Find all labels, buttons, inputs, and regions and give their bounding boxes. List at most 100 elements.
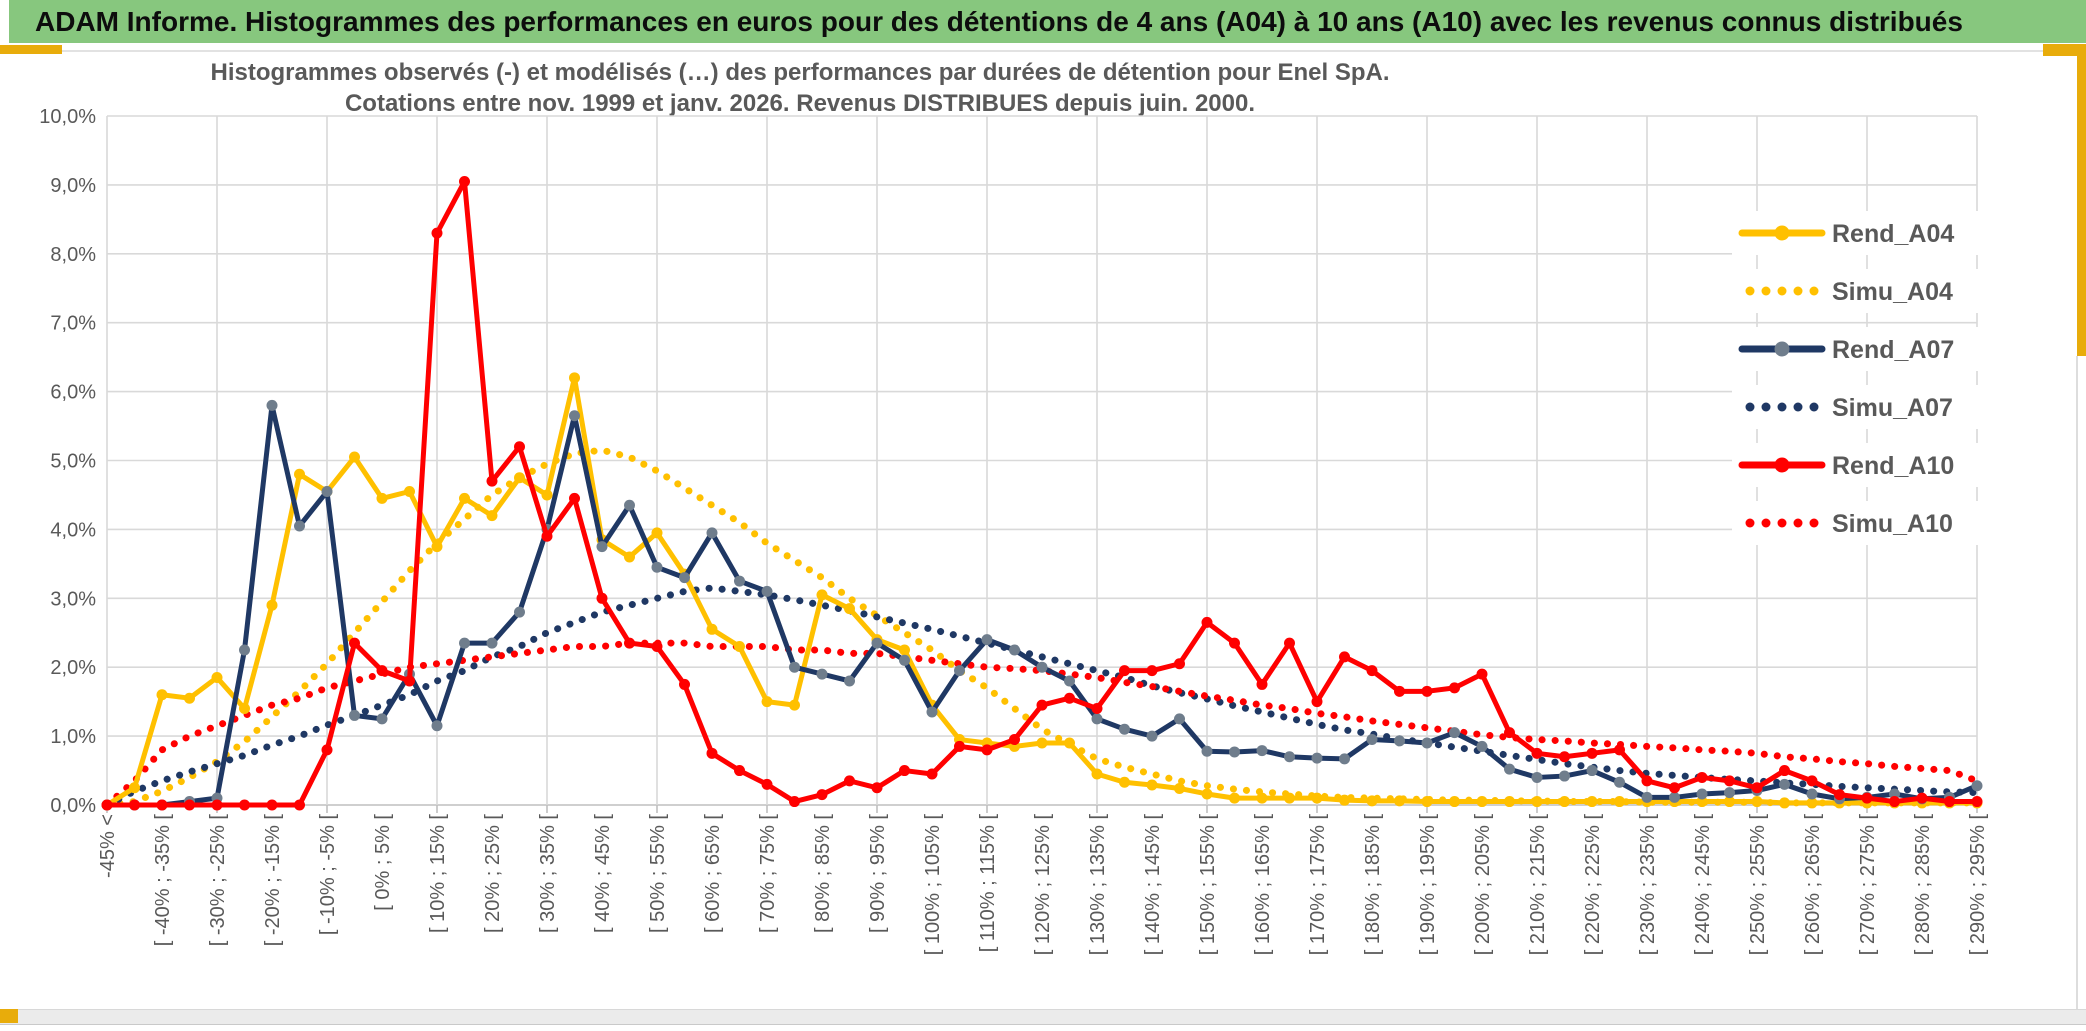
data-point-marker (1889, 788, 1900, 800)
data-point-marker (211, 799, 223, 811)
data-point-marker (404, 675, 415, 687)
data-point-marker (1724, 787, 1735, 799)
data-point-marker (1724, 796, 1735, 808)
data-point-marker (706, 623, 718, 635)
data-point-marker (294, 520, 305, 532)
x-tick-label: [ 260% ; 265% [ (1802, 814, 1824, 956)
x-tick-label: [ -30% ; -25% [ (207, 814, 229, 947)
legend-label: Simu_A04 (1832, 278, 1953, 306)
data-point-marker (734, 641, 745, 653)
data-point-marker (1394, 795, 1405, 807)
legend-item-rend_a04[interactable]: Rend_A04 (1732, 211, 2000, 255)
data-point-marker (899, 644, 910, 656)
data-point-marker (569, 372, 580, 384)
data-point-marker (486, 475, 498, 487)
data-point-marker (1201, 745, 1213, 757)
data-point-marker (1064, 737, 1075, 749)
data-point-marker (211, 672, 223, 684)
data-point-marker (1036, 737, 1048, 749)
data-point-marker (1669, 791, 1680, 803)
data-point-marker (1339, 753, 1350, 765)
data-point-marker (1339, 794, 1350, 806)
data-point-marker (376, 713, 388, 725)
data-point-marker (1091, 713, 1103, 725)
sheet-edge-right-line (2076, 356, 2078, 1011)
data-point-marker (789, 699, 800, 711)
data-point-marker (1531, 796, 1543, 808)
data-point-marker (1476, 796, 1488, 808)
data-point-marker (1174, 713, 1185, 725)
data-point-marker (486, 637, 498, 649)
data-point-marker (349, 709, 360, 721)
data-point-marker (1036, 661, 1048, 673)
data-point-marker (266, 599, 278, 611)
gold-accent-left (0, 45, 62, 54)
data-point-marker (1284, 637, 1295, 649)
series-rend_a04[interactable] (101, 372, 1983, 811)
series-line-dotted[interactable] (103, 584, 1981, 809)
legend-item-simu_a07[interactable]: Simu_A07 (1732, 385, 2000, 429)
x-tick-label: [ 240% ; 245% [ (1692, 814, 1714, 956)
data-point-marker (184, 799, 195, 811)
x-tick-label: [ 110% ; 115% [ (977, 814, 999, 953)
data-point-marker (1366, 795, 1378, 807)
data-point-marker (1449, 682, 1460, 694)
data-point-marker (486, 510, 498, 522)
data-point-marker (1311, 792, 1323, 804)
data-point-marker (651, 561, 663, 573)
data-point-marker (1229, 746, 1240, 758)
data-point-marker (1724, 775, 1735, 787)
legend-swatch-dot (1793, 286, 1803, 296)
series-simu_a07[interactable] (103, 584, 1981, 809)
data-point-marker (1394, 685, 1405, 697)
data-point-marker (1119, 776, 1130, 788)
data-point-marker (156, 799, 168, 811)
data-point-marker (1779, 765, 1790, 777)
x-tick-label: [ 90% ; 95% [ (867, 814, 889, 933)
x-tick-label: [ 270% ; 275% [ (1857, 814, 1879, 956)
legend-item-rend_a07[interactable]: Rend_A07 (1732, 327, 2000, 371)
data-point-marker (239, 799, 250, 811)
data-point-marker (1174, 782, 1185, 794)
data-point-marker (431, 541, 443, 553)
bottom-scrollbar-track[interactable] (0, 1009, 2086, 1025)
data-point-marker (1366, 734, 1378, 746)
x-tick-label: [ 200% ; 205% [ (1472, 814, 1494, 956)
x-tick-label: -45% < (97, 814, 119, 878)
data-point-marker (1311, 696, 1323, 708)
y-tick-label: 9,0% (50, 175, 96, 197)
data-point-marker (1229, 792, 1240, 804)
data-point-marker (1284, 751, 1295, 763)
legend-swatch-dot (1761, 402, 1771, 412)
data-point-marker (706, 747, 718, 759)
data-point-marker (569, 410, 580, 422)
data-point-marker (679, 678, 690, 690)
legend-item-rend_a10[interactable]: Rend_A10 (1732, 443, 2000, 487)
series-rend_a10[interactable] (101, 175, 1983, 811)
y-tick-label: 8,0% (50, 244, 96, 266)
y-tick-label: 10,0% (39, 106, 96, 128)
x-tick-label: [ 220% ; 225% [ (1582, 814, 1604, 956)
legend-label: Simu_A07 (1832, 394, 1953, 422)
legend-item-simu_a10[interactable]: Simu_A10 (1732, 501, 2000, 545)
data-point-marker (1806, 775, 1818, 787)
y-tick-label: 0,0% (50, 795, 96, 817)
data-point-marker (1311, 752, 1323, 764)
data-point-marker (1421, 796, 1433, 808)
data-point-marker (1091, 768, 1103, 780)
data-point-marker (459, 637, 470, 649)
legend-item-simu_a04[interactable]: Simu_A04 (1732, 269, 2000, 313)
data-point-marker (239, 703, 250, 715)
data-point-marker (349, 451, 360, 463)
y-tick-label: 1,0% (50, 726, 96, 748)
data-point-marker (1806, 788, 1818, 800)
data-point-marker (514, 472, 525, 484)
data-point-marker (431, 227, 443, 239)
data-point-marker (1146, 730, 1158, 742)
data-point-marker (129, 782, 140, 794)
data-point-marker (321, 486, 333, 498)
x-tick-label: [ 190% ; 195% [ (1417, 814, 1439, 956)
data-point-marker (1504, 727, 1515, 739)
x-tick-label: [ 40% ; 45% [ (592, 814, 614, 933)
x-tick-label: [ 130% ; 135% [ (1087, 814, 1109, 956)
